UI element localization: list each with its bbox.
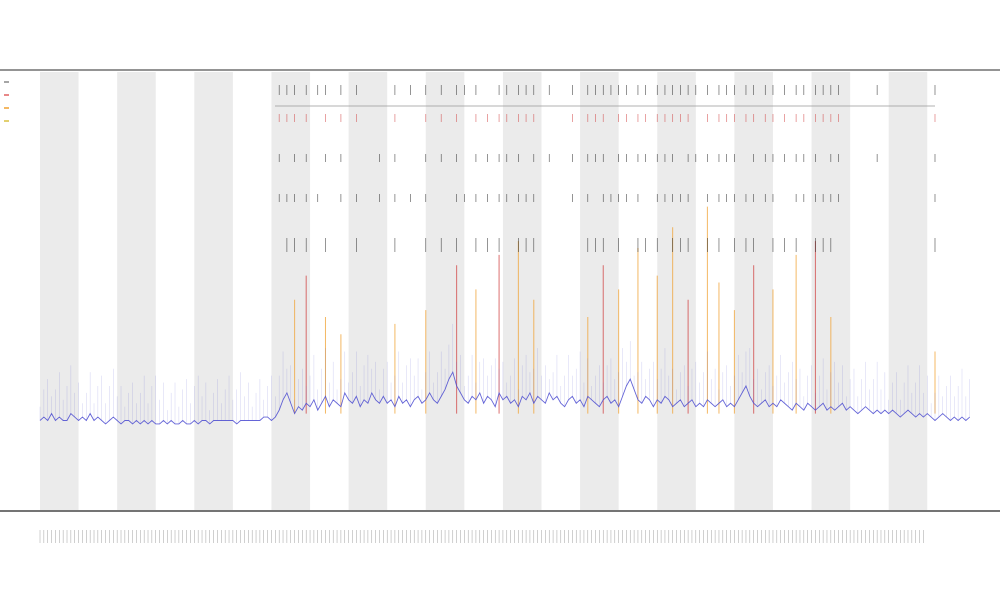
- background-band: [117, 72, 156, 510]
- x-tick-labels: [39, 530, 924, 543]
- background-bands: [40, 72, 928, 510]
- background-band: [348, 72, 388, 510]
- legend: [4, 81, 9, 122]
- background-band: [271, 72, 311, 510]
- background-band: [194, 72, 233, 510]
- background-band: [888, 72, 928, 510]
- background-band: [425, 72, 465, 510]
- main-series: [39, 323, 971, 425]
- background-band: [502, 72, 542, 510]
- marker-rows: [278, 85, 936, 252]
- background-band: [580, 72, 619, 510]
- background-band: [811, 72, 851, 510]
- series-line: [39, 371, 971, 425]
- background-band: [657, 72, 696, 510]
- background-band: [40, 72, 79, 510]
